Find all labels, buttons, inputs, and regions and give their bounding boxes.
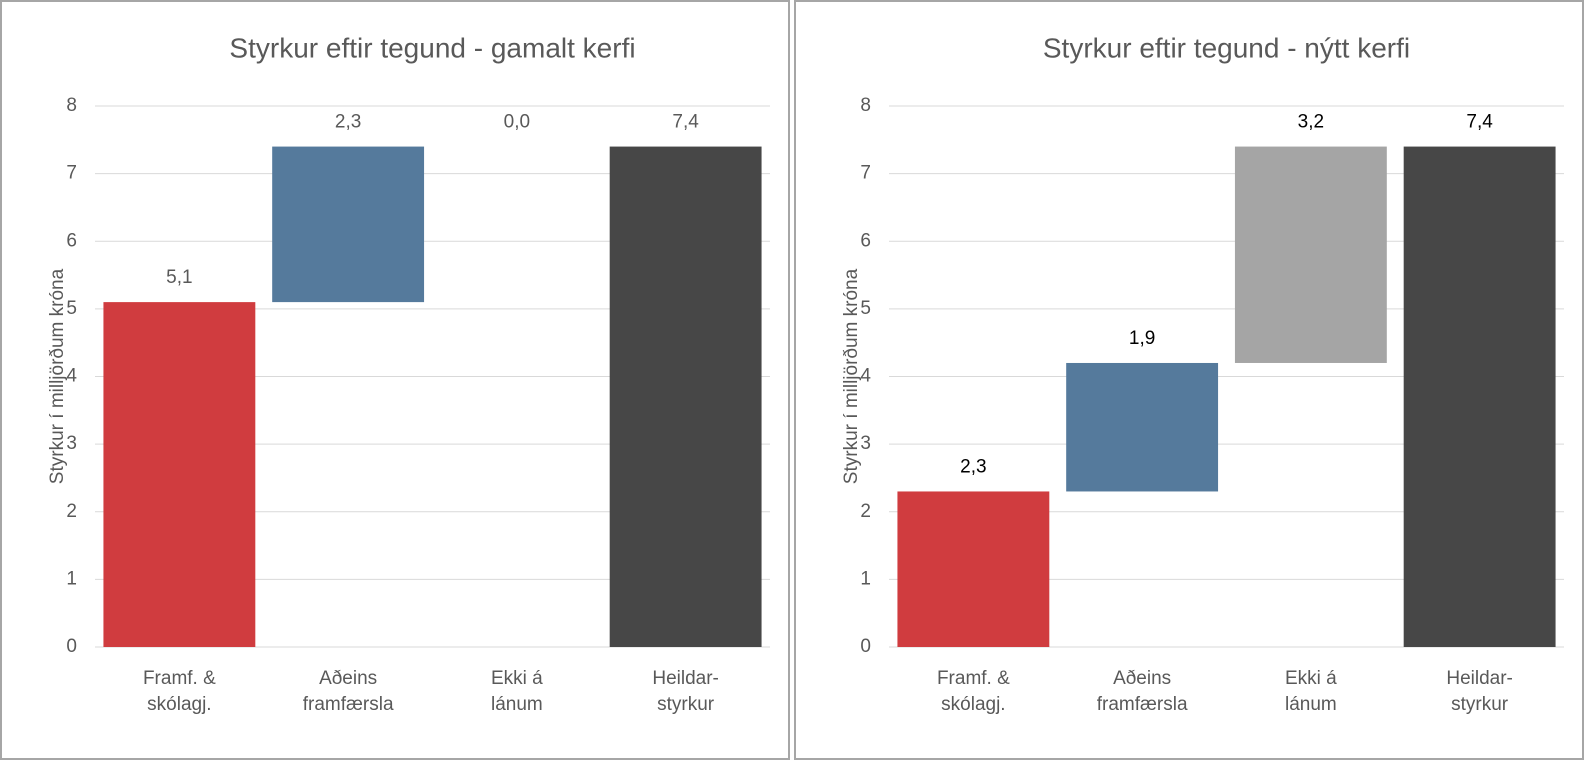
x-tick-label: styrkur (657, 694, 715, 715)
data-label: 2,3 (960, 456, 986, 477)
y-axis-label: Styrkur í milljörðum króna (47, 268, 68, 484)
data-label: 3,2 (1298, 112, 1324, 133)
bar (1066, 362, 1219, 492)
x-tick-label: lánum (1285, 694, 1337, 715)
bar (1234, 146, 1387, 363)
data-label: 2,3 (335, 112, 361, 133)
y-tick-label: 0 (860, 636, 871, 657)
data-label: 7,4 (672, 112, 699, 133)
x-tick-label: styrkur (1451, 694, 1509, 715)
y-tick-label: 4 (860, 366, 871, 387)
y-tick-label: 7 (860, 163, 871, 184)
x-tick-label: lánum (491, 694, 543, 715)
data-label: 0,0 (504, 112, 530, 133)
x-tick-label: skólagj. (147, 694, 211, 715)
y-tick-label: 1 (860, 568, 871, 589)
y-tick-label: 4 (66, 366, 77, 387)
x-tick-label: Heildar- (1446, 668, 1513, 689)
x-tick-label: Ekki á (1285, 668, 1337, 689)
chart: Styrkur eftir tegund - gamalt kerfi Styrk… (0, 0, 790, 760)
y-tick-label: 7 (66, 163, 77, 184)
x-tick-label: Ekki á (491, 668, 543, 689)
bar (272, 146, 425, 303)
data-label: 5,1 (166, 267, 192, 288)
y-tick-label: 3 (860, 433, 871, 454)
x-tick-label: Framf. & (937, 668, 1010, 689)
y-tick-label: 6 (66, 230, 77, 251)
y-tick-label: 2 (66, 501, 77, 522)
data-label: 1,9 (1129, 328, 1155, 349)
bar (897, 491, 1050, 647)
y-tick-label: 5 (66, 298, 77, 319)
y-tick-label: 8 (66, 95, 77, 116)
x-tick-label: Heildar- (652, 668, 719, 689)
y-tick-label: 2 (860, 501, 871, 522)
x-tick-label: Aðeins (1113, 668, 1171, 689)
y-tick-label: 1 (66, 568, 77, 589)
y-tick-label: 8 (860, 95, 871, 116)
total-bar (609, 146, 762, 647)
chart-border (794, 0, 1584, 760)
x-tick-label: Aðeins (319, 668, 377, 689)
chart-title: Styrkur eftir tegund - gamalt kerfi (229, 32, 635, 63)
y-tick-label: 6 (860, 230, 871, 251)
y-tick-label: 3 (66, 433, 77, 454)
total-bar (1403, 146, 1556, 647)
x-tick-label: Framf. & (143, 668, 216, 689)
chart-border (0, 0, 790, 760)
data-label: 7,4 (1466, 112, 1493, 133)
y-axis-label: Styrkur í milljörðum króna (841, 268, 862, 484)
chart-title: Styrkur eftir tegund - nýtt kerfi (1043, 32, 1410, 63)
x-tick-label: framfærsla (1097, 694, 1188, 715)
y-tick-label: 5 (860, 298, 871, 319)
y-tick-label: 0 (66, 636, 77, 657)
bar (103, 302, 256, 647)
x-tick-label: skólagj. (941, 694, 1005, 715)
x-tick-label: framfærsla (303, 694, 394, 715)
chart: Styrkur eftir tegund - nýtt kerfi Styrkur… (794, 0, 1584, 760)
